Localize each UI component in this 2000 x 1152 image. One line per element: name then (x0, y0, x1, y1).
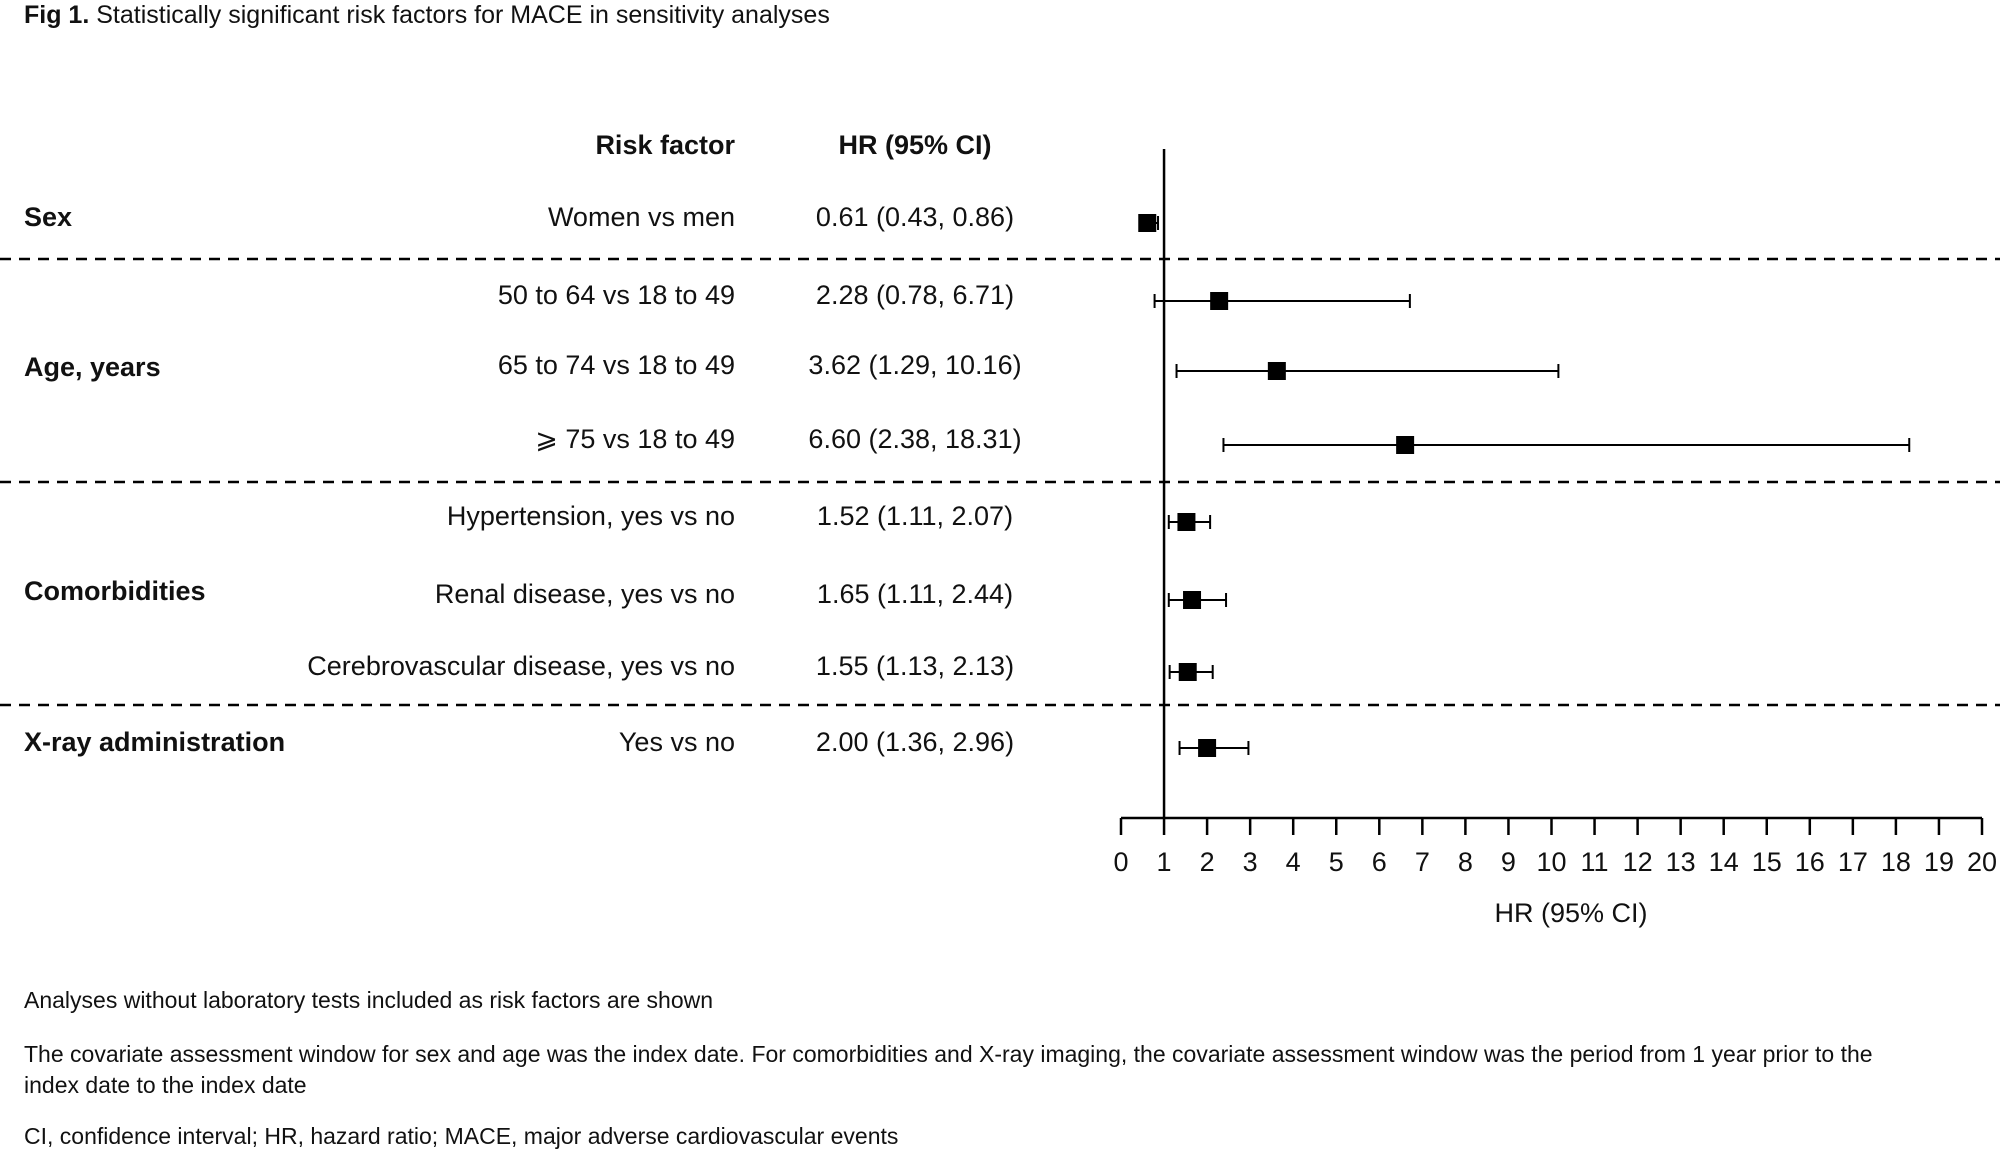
chart: Fig 1. Statistically significant risk fa… (0, 1, 2000, 928)
hr-label: 1.55 (1.13, 2.13) (816, 651, 1014, 681)
hr-marker (1177, 513, 1196, 531)
column-header: Risk factor (595, 130, 735, 160)
x-tick-label: 11 (1581, 847, 1609, 877)
footnote: CI, confidence interval; HR, hazard rati… (24, 1123, 899, 1149)
x-tick-label: 3 (1243, 847, 1258, 877)
hr-label: 0.61 (0.43, 0.86) (816, 202, 1014, 232)
x-tick-label: 4 (1286, 847, 1301, 877)
hr-marker (1178, 663, 1197, 681)
hr-label: 1.65 (1.11, 2.44) (817, 579, 1013, 609)
row-label: Women vs men (548, 202, 735, 232)
row-label: Renal disease, yes vs no (435, 579, 735, 609)
x-tick-label: 12 (1623, 847, 1653, 877)
x-tick-label: 1 (1157, 847, 1172, 877)
group-label: Comorbidities (24, 576, 206, 606)
title-label: Fig 1. (24, 1, 89, 29)
hr-marker (1267, 362, 1286, 380)
hr-marker (1183, 591, 1202, 609)
group-label: Age, years (24, 352, 161, 382)
x-tick-label: 9 (1501, 847, 1516, 877)
hr-marker (1396, 436, 1415, 454)
x-tick-label: 5 (1329, 847, 1344, 877)
x-tick-label: 14 (1709, 847, 1739, 877)
footnote: Analyses without laboratory tests includ… (24, 987, 714, 1013)
hr-label: 2.00 (1.36, 2.96) (816, 727, 1014, 757)
row-label: ⩾ 75 vs 18 to 49 (535, 424, 735, 454)
row-label: Cerebrovascular disease, yes vs no (307, 651, 735, 681)
x-tick-label: 8 (1458, 847, 1473, 877)
x-tick-label: 6 (1372, 847, 1387, 877)
hr-label: 1.52 (1.11, 2.07) (817, 501, 1013, 531)
chart-title: Fig 1. Statistically significant risk fa… (24, 1, 830, 29)
hr-label: 6.60 (2.38, 18.31) (808, 424, 1021, 454)
hr-marker (1210, 292, 1229, 310)
group-label: Sex (24, 202, 72, 232)
x-tick-label: 20 (1967, 847, 1997, 877)
title-text: Statistically significant risk factors f… (96, 1, 830, 29)
column-header: HR (95% CI) (838, 130, 991, 160)
row-label: Yes vs no (619, 727, 735, 757)
x-tick-label: 0 (1113, 847, 1128, 877)
row-label: 50 to 64 vs 18 to 49 (498, 280, 735, 310)
footnote: The covariate assessment window for sex … (24, 1041, 1873, 1098)
x-tick-label: 15 (1752, 847, 1782, 877)
x-axis-label: HR (95% CI) (1494, 898, 1647, 928)
x-tick-label: 17 (1838, 847, 1868, 877)
hr-label: 2.28 (0.78, 6.71) (816, 280, 1014, 310)
row-label: 65 to 74 vs 18 to 49 (498, 350, 735, 380)
hr-marker (1138, 214, 1157, 232)
hr-label: 3.62 (1.29, 10.16) (808, 350, 1021, 380)
x-tick-label: 19 (1924, 847, 1954, 877)
x-tick-label: 2 (1200, 847, 1215, 877)
x-tick-label: 7 (1415, 847, 1430, 877)
x-tick-label: 10 (1536, 847, 1566, 877)
row-label: Hypertension, yes vs no (447, 501, 735, 531)
x-tick-label: 18 (1881, 847, 1911, 877)
group-label: X-ray administration (24, 727, 285, 757)
hr-marker (1198, 739, 1217, 757)
x-tick-label: 16 (1795, 847, 1825, 877)
x-tick-label: 13 (1666, 847, 1696, 877)
